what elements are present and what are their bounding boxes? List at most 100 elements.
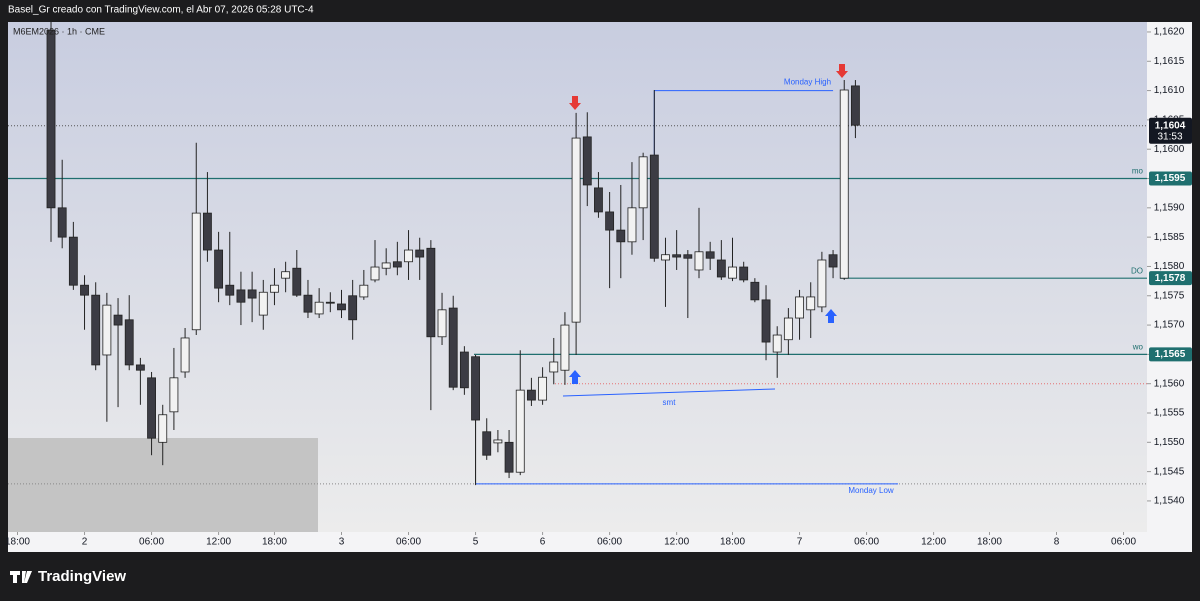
candle-body — [325, 301, 335, 304]
candle-body — [582, 136, 592, 186]
candle-body — [672, 254, 682, 258]
candle-body — [459, 351, 469, 389]
candle-body — [337, 303, 346, 311]
countdown: 31:53 — [1157, 131, 1182, 142]
candle-body — [560, 324, 570, 371]
candle-body — [404, 249, 413, 263]
smt-line — [562, 388, 776, 397]
arrow-up — [569, 370, 581, 384]
candle-body — [370, 266, 380, 281]
y-tick-label: 1,1580 — [1154, 261, 1185, 272]
candle-body — [627, 207, 637, 243]
candle-body — [102, 304, 112, 356]
price-tag-text: 1,1604 — [1155, 120, 1186, 131]
candle-body — [147, 377, 156, 439]
y-tick-label: 1,1550 — [1154, 437, 1185, 448]
candle-body — [515, 389, 525, 473]
candle-body — [594, 187, 603, 213]
candle-body — [392, 261, 402, 268]
y-tick-label: 1,1600 — [1154, 144, 1185, 155]
time-axis — [8, 532, 1192, 552]
x-tick-label: 6 — [540, 537, 546, 548]
monday-low-label: Monday Low — [848, 486, 894, 495]
candle-body — [538, 376, 548, 401]
candle-body — [158, 414, 168, 443]
level-label: wo — [1132, 342, 1144, 351]
y-tick-label: 1,1590 — [1154, 202, 1185, 213]
x-tick-label: 18:00 — [720, 537, 745, 548]
y-tick-label: 1,1545 — [1154, 466, 1185, 477]
candle-body — [258, 291, 268, 316]
x-tick-label: 7 — [797, 537, 803, 548]
candle-body — [80, 284, 89, 296]
candle-body — [772, 334, 782, 353]
symbol: M6EM2026 · 1h · CME — [13, 26, 105, 36]
candle-body — [303, 294, 313, 313]
y-tick-label: 1,1560 — [1154, 378, 1185, 389]
candle-body — [850, 85, 860, 126]
x-tick-label: 06:00 — [139, 537, 164, 548]
candle-body — [381, 262, 391, 269]
candle-body — [795, 296, 804, 319]
x-tick-label: 18:00 — [5, 537, 30, 548]
arrow-down — [836, 64, 848, 78]
candle-body — [359, 284, 369, 298]
candle-body — [761, 299, 771, 343]
x-tick-label: 8 — [1054, 537, 1060, 548]
arrow-up — [825, 309, 837, 323]
candle-body — [839, 89, 849, 279]
candle-body — [448, 307, 458, 388]
candle-body — [549, 361, 559, 373]
candle-body — [68, 236, 78, 286]
level-tag-text: 1,1578 — [1155, 273, 1186, 284]
candle-body — [46, 29, 56, 209]
candle-body — [728, 266, 737, 279]
candle-body — [482, 431, 492, 456]
level-label: mo — [1132, 167, 1144, 176]
x-tick-label: 06:00 — [396, 537, 421, 548]
monday-high-label: Monday High — [784, 78, 831, 87]
candle-body — [225, 284, 235, 296]
candle-body — [571, 137, 581, 323]
price-tag — [1149, 117, 1192, 144]
candle-body — [683, 254, 693, 259]
candle-body — [426, 247, 436, 338]
candle-body — [493, 439, 503, 444]
logo: TradingView — [10, 568, 126, 585]
candle-body — [203, 212, 212, 251]
level-tag-text: 1,1565 — [1155, 349, 1186, 360]
y-tick-label: 1,1570 — [1154, 320, 1185, 331]
level-label: DO — [1131, 266, 1143, 275]
candle-body — [169, 377, 179, 413]
logo-icon — [10, 571, 32, 583]
level-tag — [1149, 171, 1192, 186]
x-tick-label: 2 — [82, 537, 88, 548]
candle-body — [716, 259, 726, 278]
x-tick-label: 18:00 — [977, 537, 1002, 548]
x-tick-label: 06:00 — [854, 537, 879, 548]
candle-body — [504, 441, 514, 473]
x-tick-label: 12:00 — [664, 537, 689, 548]
candle-body — [214, 249, 224, 289]
candle-body — [694, 251, 704, 271]
y-tick-label: 1,1620 — [1154, 27, 1185, 38]
candle-body — [180, 337, 190, 373]
arrows-down — [569, 64, 848, 110]
level-tag — [1149, 271, 1192, 286]
arrow-down — [569, 96, 581, 110]
candle-body — [828, 254, 838, 268]
x-tick-label: 12:00 — [921, 537, 946, 548]
brand: TradingView — [38, 568, 126, 585]
candle-body — [348, 295, 358, 321]
y-tick-label: 1,1540 — [1154, 496, 1185, 507]
candle-body — [750, 281, 760, 301]
layer: 1,1540 1,1545 1,1550 1,1555 1,1560 1,1565 1,15… — [5, 22, 1192, 548]
y-tick-label: 1,1610 — [1154, 85, 1185, 96]
candle-body — [783, 317, 793, 341]
candle-body — [526, 389, 536, 401]
candle-body — [281, 271, 291, 279]
candle-body — [605, 211, 615, 231]
candle-body — [292, 267, 302, 296]
